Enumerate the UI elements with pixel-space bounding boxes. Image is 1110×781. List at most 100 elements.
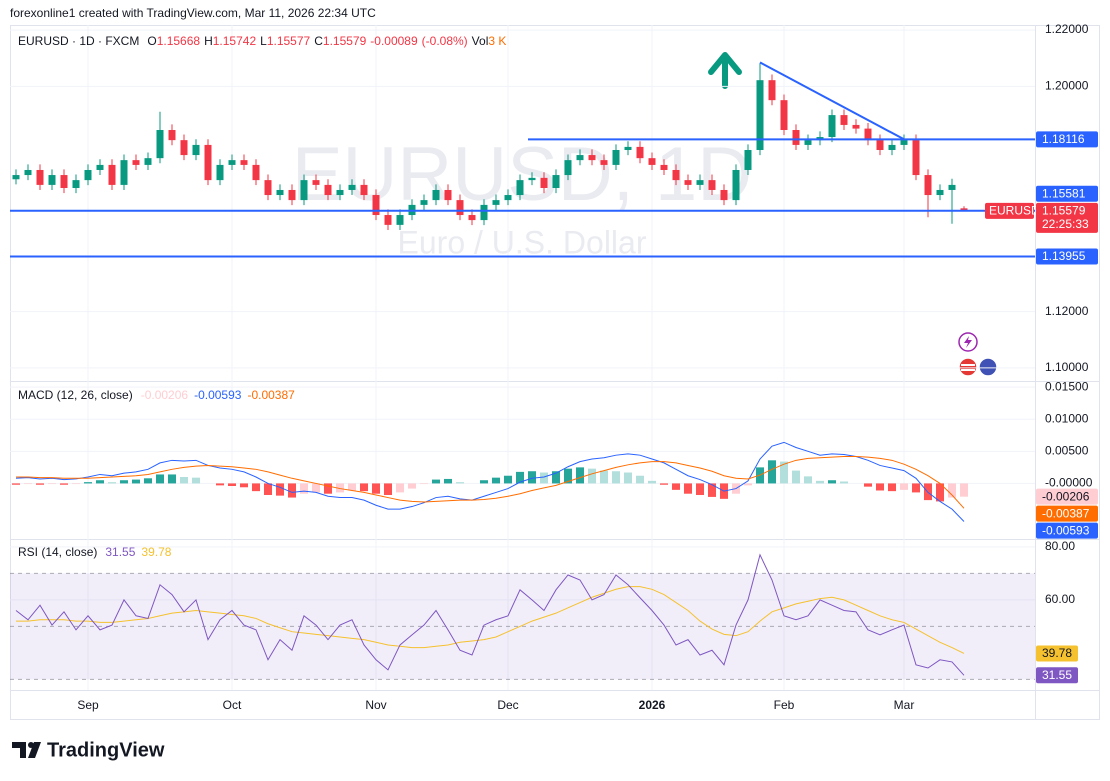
candle-body: [444, 189, 452, 201]
macd-histogram-bar: [96, 480, 104, 484]
ohlc-value: 1.15742: [213, 34, 257, 48]
macd-histogram-bar: [828, 480, 836, 484]
macd-histogram-bar: [684, 483, 692, 494]
macd-histogram-bar: [36, 483, 44, 485]
candle-body: [648, 158, 656, 165]
candle-body: [708, 180, 716, 190]
candle-body: [516, 180, 524, 196]
flag-stripe: [961, 364, 975, 366]
candle-body: [360, 184, 368, 196]
candle-body: [24, 169, 32, 176]
rsi-price-label: 31.55: [1042, 668, 1072, 682]
rsi-title: RSI (14, close): [18, 545, 97, 559]
macd-histogram-bar: [612, 471, 620, 484]
up-arrow-drawing: [708, 52, 742, 89]
y-tick-label: 1.10000: [1045, 360, 1089, 374]
candle-body: [372, 195, 380, 216]
y-tick-label: 1.12000: [1045, 304, 1089, 318]
macd-histogram-bar: [588, 468, 596, 484]
macd-histogram-bar: [252, 483, 260, 492]
candle-body: [804, 140, 812, 145]
ohlc-value: 1.15579: [323, 34, 367, 48]
candle-body: [636, 146, 644, 159]
macd-histogram-bar: [384, 483, 392, 495]
ohlc-value: 1.15577: [267, 34, 311, 48]
macd-line: [15, 441, 965, 522]
macd-histogram-bar: [456, 482, 464, 484]
hline-price-label: 1.15581: [1042, 186, 1086, 200]
lightning-glyph: [964, 336, 972, 348]
macd-histogram-bar: [480, 480, 488, 484]
macd-histogram-bar: [348, 483, 356, 491]
candle-body: [588, 155, 596, 161]
candle-body: [60, 175, 68, 189]
candle-body: [684, 180, 692, 185]
macd-histogram-bar: [312, 483, 320, 493]
macd-histogram-bar: [564, 468, 572, 484]
ohlc-letter: C: [314, 34, 323, 48]
rsi-legend: RSI (14, close) 31.55 39.78: [18, 545, 172, 559]
candle-body: [876, 140, 884, 150]
candle-body: [384, 215, 392, 225]
macd-histogram-bar: [900, 483, 908, 490]
candle-body: [792, 130, 800, 145]
candle-body: [324, 184, 332, 196]
candle-body: [768, 80, 776, 101]
candle-body: [828, 115, 836, 138]
candle-body: [732, 169, 740, 201]
candle-body: [288, 189, 296, 201]
candle-body: [840, 115, 848, 125]
histogram-value: -0.00206: [141, 388, 189, 402]
macd-histogram-bar: [912, 483, 920, 493]
hline-price-label: 1.18116: [1042, 132, 1085, 146]
candle-body: [744, 149, 752, 170]
change-value: -0.00089: [370, 34, 418, 48]
candle-body: [480, 204, 488, 221]
y-tick-label: 1.22000: [1045, 22, 1089, 36]
candle-body: [720, 189, 728, 201]
signal-value: -0.00387: [247, 388, 295, 402]
macd-histogram-bar: [600, 470, 608, 484]
macd-histogram-bar: [108, 482, 116, 484]
signal-price-label-bg: [1036, 505, 1098, 522]
candle-body: [300, 180, 308, 201]
macd-legend: MACD (12, 26, close) -0.00206 -0.00593 -0.0…: [18, 388, 295, 402]
candle-body: [396, 215, 404, 225]
macd-histogram-bar: [504, 475, 512, 484]
candle-body: [132, 160, 140, 165]
macd-histogram-bar: [636, 475, 644, 484]
candle-body: [552, 175, 560, 189]
chart-frame: [10, 25, 1100, 720]
macd-histogram-bar: [72, 483, 80, 485]
macd-histogram-bar: [492, 477, 500, 484]
macd-histogram-bar: [12, 483, 20, 485]
x-tick-label: Feb: [774, 698, 795, 712]
hline-price-label-bg: [1036, 131, 1098, 148]
volume-value: 3 K: [488, 34, 506, 48]
candle-body: [948, 184, 956, 190]
macd-histogram-bar: [840, 481, 848, 484]
candle-body: [312, 180, 320, 185]
macd-histogram-bar: [960, 483, 968, 497]
y-tick-label: -0.00000: [1045, 476, 1093, 490]
candle-body: [168, 130, 176, 141]
candle-body: [576, 155, 584, 161]
macd-histogram-bar: [576, 467, 584, 484]
ohlc-value: 1.15668: [157, 34, 201, 48]
macd-histogram-bar: [264, 483, 272, 495]
watermark: EURUSD, 1D Euro / U.S. Dollar: [292, 132, 752, 260]
hline-price-label: 1.13955: [1042, 249, 1086, 263]
last-price-label: 1.15579: [1042, 204, 1086, 218]
y-tick-label: 0.01500: [1045, 379, 1089, 393]
macd-histogram-bar: [540, 472, 548, 484]
macd-histogram-bar: [240, 483, 248, 488]
macd-histogram-bar: [324, 483, 332, 494]
watermark-symbol: EURUSD, 1D: [292, 132, 752, 217]
symbol-title: EURUSD · 1D · FXCM: [18, 34, 139, 48]
macd-histogram-bar: [216, 483, 224, 486]
macd-histogram-bar: [336, 483, 344, 493]
macd-value: -0.00593: [194, 388, 242, 402]
macd-histogram-bar: [48, 483, 56, 485]
hline-price-label-bg: [1036, 185, 1098, 202]
